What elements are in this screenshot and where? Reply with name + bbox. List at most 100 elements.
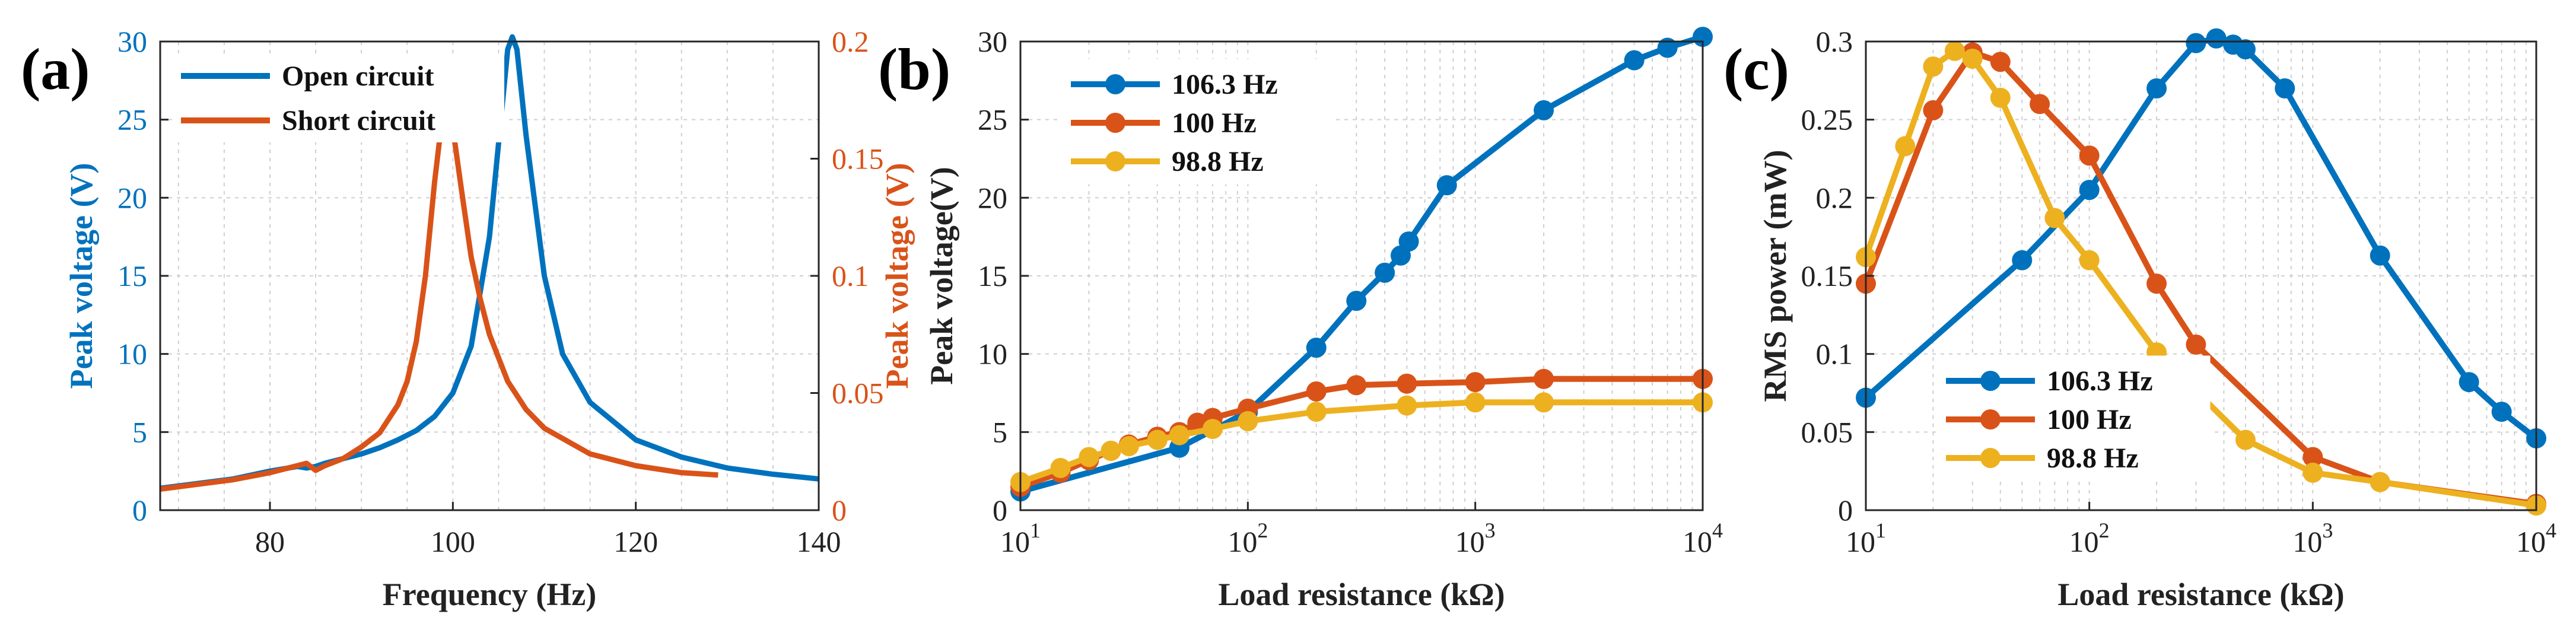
x-axis-label: Load resistance (kΩ) — [1218, 577, 1505, 612]
y-tick-label: 30 — [978, 25, 1007, 58]
panel-label: (a) — [21, 36, 90, 102]
legend-entry: 98.8 Hz — [1071, 146, 1264, 177]
data-point — [1398, 231, 1419, 252]
data-point — [2044, 208, 2065, 228]
data-point — [2370, 472, 2390, 492]
data-point — [1306, 381, 1327, 402]
x-tick-label: 104 — [1683, 518, 1723, 558]
data-point — [1346, 291, 1367, 311]
y-tick-labels: 0 5 10 15 20 25 30 — [117, 25, 168, 527]
y-right-tick-label: 0.1 — [832, 259, 869, 292]
legend-entry: 106.3 Hz — [1946, 365, 2153, 397]
data-point — [2030, 94, 2050, 114]
data-point — [1923, 100, 1944, 120]
data-point — [1202, 419, 1223, 440]
data-point — [1147, 429, 1168, 450]
data-point — [2459, 372, 2479, 393]
y-tick-label: 20 — [117, 181, 147, 214]
y-tick-label: 5 — [132, 415, 147, 448]
x-tick-labels: 101 102 103 104 — [1846, 502, 2556, 558]
data-point — [1346, 375, 1367, 396]
x-tick-label: 103 — [2292, 518, 2333, 558]
data-point — [1990, 52, 2011, 72]
x-tick-label: 140 — [797, 525, 841, 558]
data-point — [1397, 373, 1417, 394]
y-tick-label: 10 — [978, 338, 1007, 371]
y-tick-labels: 0 5 10 15 20 25 30 — [978, 25, 1029, 527]
legend-entry: Open circuit — [181, 61, 434, 92]
x-tick-label: 103 — [1455, 518, 1496, 558]
data-point — [1169, 425, 1190, 446]
x-tick-label: 104 — [2516, 518, 2556, 558]
y-tick-label: 15 — [117, 259, 147, 292]
legend-entry: 100 Hz — [1946, 404, 2132, 435]
data-point — [1101, 440, 1121, 461]
legend-entry: 98.8 Hz — [1946, 443, 2139, 474]
series-line — [160, 102, 718, 492]
y-tick-label: 0 — [132, 494, 147, 527]
data-point — [1118, 436, 1139, 457]
data-point — [1187, 412, 1208, 433]
data-point — [1465, 392, 1486, 413]
y-right-tick-label: 0.2 — [832, 25, 869, 58]
panel-c: 101 102 103 104 0 0.05 0.1 0.15 0.2 0.25 0.3 Load r… — [1723, 25, 2556, 612]
data-point — [1990, 87, 2011, 108]
legend-label: 98.8 Hz — [1172, 146, 1264, 177]
data-point — [2206, 28, 2227, 49]
legend-label: 98.8 Hz — [2047, 443, 2139, 474]
data-point — [1624, 50, 1645, 71]
x-tick-labels: 80 100 120 140 — [255, 502, 841, 558]
data-point — [1397, 395, 1417, 416]
y-tick-label: 30 — [117, 25, 147, 58]
data-point — [1079, 447, 1099, 467]
legend-entry: 100 Hz — [1071, 107, 1257, 139]
legend: 106.3 Hz 100 Hz 98.8 Hz — [1061, 59, 1335, 184]
y-tick-label: 15 — [978, 259, 1007, 292]
legend-marker — [1980, 371, 2001, 391]
x-tick-label: 102 — [2069, 518, 2110, 558]
data-point — [2275, 78, 2295, 98]
x-tick-label: 101 — [1000, 518, 1041, 558]
data-point — [2491, 402, 2512, 422]
legend-marker — [1980, 448, 2001, 468]
data-point — [2303, 462, 2323, 483]
y-right-tick-label: 0.05 — [832, 377, 884, 410]
y-tick-label: 0.2 — [1816, 181, 1853, 214]
panel-b: 101 102 103 104 0 5 10 15 20 25 30 Load resistance … — [878, 25, 1723, 612]
x-tick-label: 102 — [1227, 518, 1268, 558]
legend-label: 106.3 Hz — [2047, 365, 2153, 397]
x-tick-label: 101 — [1846, 518, 1886, 558]
data-point — [1534, 100, 1554, 120]
legend-entry: 106.3 Hz — [1071, 69, 1278, 100]
y-right-tick-labels: 0 0.05 0.1 0.15 0.2 — [810, 25, 884, 527]
y-axis-label: Peak voltage (V) — [63, 163, 99, 389]
data-point — [2235, 429, 2256, 450]
data-point — [2079, 250, 2100, 271]
legend-label: 106.3 Hz — [1172, 69, 1278, 100]
data-point — [1436, 175, 1457, 196]
data-point — [2012, 250, 2033, 271]
y-tick-label: 0.25 — [1801, 103, 1853, 136]
legend-label: Short circuit — [282, 105, 435, 136]
legend-label: Open circuit — [282, 61, 434, 92]
y-tick-label: 25 — [117, 103, 147, 136]
data-point — [2186, 33, 2206, 53]
data-point — [1534, 392, 1554, 413]
series-short-circuit — [160, 102, 718, 492]
data-point — [2186, 334, 2206, 355]
y-right-tick-label: 0 — [832, 494, 847, 527]
data-point — [2235, 39, 2256, 60]
panel-label: (b) — [878, 36, 950, 102]
data-point — [1465, 372, 1486, 393]
x-axis-label: Frequency (Hz) — [383, 577, 596, 612]
y-axis-label: Peak voltage(V) — [924, 167, 959, 384]
data-point — [2079, 180, 2100, 201]
x-tick-label: 100 — [431, 525, 475, 558]
data-point — [1534, 368, 1554, 389]
data-point — [1306, 338, 1327, 358]
panel-label: (c) — [1723, 36, 1789, 102]
data-point — [2370, 245, 2390, 266]
data-point — [2146, 273, 2167, 294]
series-98-8-hz — [1856, 40, 2546, 516]
